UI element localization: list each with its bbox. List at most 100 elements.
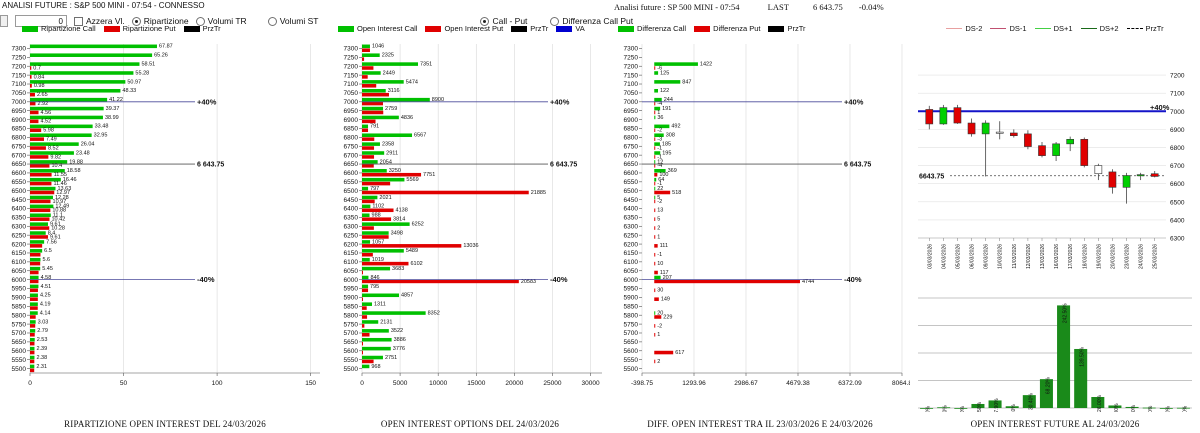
radio-call-put-label: Call - Put	[492, 16, 528, 26]
chart-text: 5500	[12, 366, 27, 373]
chart-text: 6050	[344, 268, 359, 275]
chart-text: 191	[662, 106, 671, 112]
bar-put	[30, 315, 36, 319]
chart-text: 5900	[12, 295, 27, 302]
chart-text: 6850	[12, 126, 27, 133]
bar-put	[362, 66, 374, 70]
chart-text: -40%	[550, 275, 568, 284]
chart-text: 6400	[624, 206, 639, 213]
radio-call-put[interactable]: Call - Put	[480, 16, 527, 26]
chart-text: -1	[657, 181, 662, 187]
chart-text: 7000	[1170, 109, 1185, 116]
checkbox-azzera-vl[interactable]: Azzera Vl.	[74, 16, 125, 26]
chart-text: 7000	[12, 99, 27, 106]
chart-text: 6850	[624, 126, 639, 133]
chart-text: 6.00%	[1114, 403, 1120, 412]
radio-ripartizione[interactable]: Ripartizione	[131, 16, 189, 26]
bar-put	[654, 199, 656, 204]
legend-swatch-icon	[511, 25, 528, 32]
chart-text: 8.52	[48, 145, 59, 151]
bar-put	[654, 66, 656, 70]
last-change: -0.04%	[858, 2, 884, 12]
chart-text: 2911	[386, 150, 398, 156]
radio-volumi-st[interactable]: Volumi ST	[267, 16, 318, 26]
chart-text: 6700	[344, 152, 359, 159]
radio-differenza-call-put[interactable]: Differenza Call Put	[550, 16, 633, 26]
bar-put	[362, 155, 375, 159]
chart-open-interest-options: 7300 7250 7200 7150 7100 7050 7000 6950 6900 6850…	[330, 40, 610, 395]
bar-put	[654, 350, 674, 355]
legend-label: DS-1	[1009, 24, 1027, 33]
bar-put	[30, 288, 38, 293]
chart-text: 5950	[624, 286, 639, 293]
bar-put	[654, 324, 656, 328]
radio-volumi-tr[interactable]: Volumi TR	[195, 16, 247, 26]
chart-text: 5700	[624, 330, 639, 337]
bar-call	[30, 124, 93, 129]
bar-call	[30, 160, 68, 164]
chart-text: 1046	[372, 44, 384, 50]
chart-text: 5600	[624, 348, 639, 355]
chart-text: 7000	[344, 99, 359, 106]
bar-call	[30, 231, 46, 235]
chart-text: 7100	[1170, 91, 1185, 98]
bar-call	[30, 284, 39, 289]
bar-put	[362, 244, 462, 248]
chart-text: -1	[657, 252, 662, 258]
chart-text: 122	[660, 88, 669, 94]
chart-text: 5550	[12, 357, 27, 364]
legend-item: Ripartizione Call	[22, 24, 96, 33]
bar-call	[30, 115, 103, 120]
chart-text: +40%	[844, 97, 864, 106]
chart-text: -0.60%	[960, 405, 966, 412]
chart-text: 5800	[344, 312, 359, 319]
bar-call	[654, 115, 656, 120]
chart-text: 24/03/2026	[1139, 244, 1145, 269]
chart-text: 847	[682, 79, 691, 85]
chart-text: 6567	[414, 133, 426, 139]
bar-pct	[1176, 407, 1190, 409]
chart-text: 20000	[505, 380, 523, 387]
chart-text: 6 643.75	[844, 162, 871, 169]
chart-text: 55.28	[135, 70, 149, 76]
bar-call	[30, 133, 92, 138]
bar-put	[654, 270, 658, 275]
legend-item: Open Interest Call	[338, 24, 417, 33]
legend-label: Differenza Call	[637, 24, 687, 33]
candle-body	[1094, 165, 1103, 175]
chart-text: 117	[660, 270, 669, 276]
chart-text: -4	[657, 101, 662, 107]
chart-text: 5850	[624, 304, 639, 311]
chart-text: 2325	[382, 53, 394, 59]
bar-call	[30, 337, 35, 342]
chart-text: 0.90%	[1148, 405, 1154, 412]
value-input[interactable]: 0	[15, 15, 67, 27]
bar-put	[362, 341, 363, 346]
chart-text: 26.00%	[1097, 394, 1103, 412]
chart-text: 0.7	[33, 65, 41, 71]
bar-call	[30, 204, 54, 209]
chart-text: 5	[657, 195, 660, 201]
bar-call	[654, 62, 698, 66]
legend-label: Differenza Put	[713, 24, 761, 33]
chart-text: 2	[657, 225, 660, 231]
chart-text: 791	[370, 124, 379, 130]
bar-call	[362, 71, 381, 75]
chart-text: 17.90%	[994, 398, 1000, 412]
chart-text: 4857	[401, 293, 413, 299]
legend-label: VA	[575, 24, 585, 33]
chart-text: 6350	[344, 215, 359, 222]
chart-text: 2449	[383, 70, 395, 76]
chart-text: 5700	[344, 330, 359, 337]
chart-text: 5850	[12, 304, 27, 311]
bar-call	[654, 151, 661, 155]
chart-text: 2.50%	[1131, 404, 1137, 412]
bar-call	[30, 142, 79, 146]
chart-text: 6600	[624, 170, 639, 177]
chart-text: 6 643.75	[197, 162, 224, 169]
bar-call	[30, 364, 35, 369]
chart-text: 617	[675, 350, 684, 356]
bar-put	[30, 324, 36, 328]
chart-text: 5489	[406, 248, 418, 254]
spinner-buttons[interactable]	[0, 15, 8, 27]
